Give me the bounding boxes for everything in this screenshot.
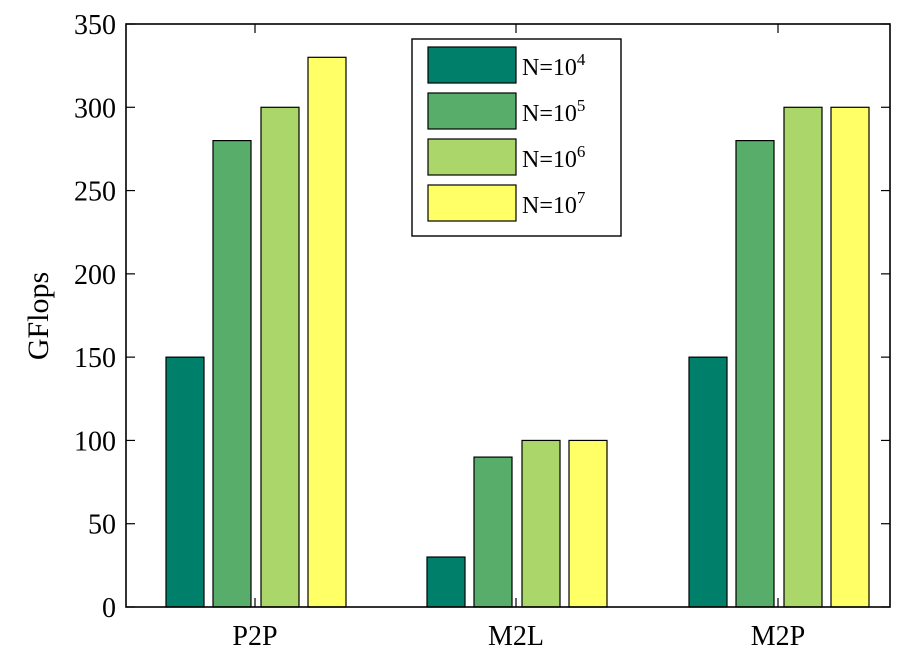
bar-p2p-series-4 (307, 56, 347, 608)
y-tick-label: 350 (74, 10, 116, 41)
legend: N=104 N=105 N=106 N=107 (411, 38, 622, 237)
bar-m2p-series-2 (735, 140, 775, 608)
legend-label-1: N=104 (522, 50, 586, 81)
bar-m2l-series-3 (521, 439, 561, 608)
bars-group (165, 56, 870, 608)
bar-p2p-series-2 (212, 140, 252, 608)
bar-m2p-series-3 (783, 106, 823, 608)
legend-label-3: N=106 (522, 142, 585, 173)
bar-m2p-series-4 (830, 106, 870, 608)
bar-p2p-series-3 (260, 106, 300, 608)
legend-swatch-2 (427, 92, 517, 130)
y-tick-label: 0 (102, 593, 116, 624)
x-tick-label-m2p: M2P (751, 621, 805, 652)
y-tick-label: 300 (74, 93, 116, 124)
bar-p2p-series-1 (165, 356, 205, 608)
bar-m2l-series-2 (473, 456, 513, 608)
bar-m2p-series-1 (688, 356, 728, 608)
legend-swatch-3 (427, 138, 517, 176)
plot-frame (125, 23, 891, 608)
legend-label-2: N=105 (522, 96, 585, 127)
y-tick-label: 100 (74, 426, 116, 457)
legend-label-4: N=107 (522, 188, 586, 219)
y-tick-label: 250 (74, 177, 116, 208)
y-tick-label: 200 (74, 260, 116, 291)
x-tick-label-p2p: P2P (232, 621, 277, 652)
x-tick-label-m2l: M2L (488, 621, 544, 652)
legend-swatch-4 (427, 184, 517, 222)
bar-m2l-series-1 (426, 556, 466, 608)
y-axis-label: GFlops (22, 272, 55, 360)
y-tick-label: 150 (74, 343, 116, 374)
legend-swatch-1 (427, 46, 517, 84)
y-tick-label: 50 (88, 510, 116, 541)
bar-m2l-series-4 (568, 439, 608, 608)
